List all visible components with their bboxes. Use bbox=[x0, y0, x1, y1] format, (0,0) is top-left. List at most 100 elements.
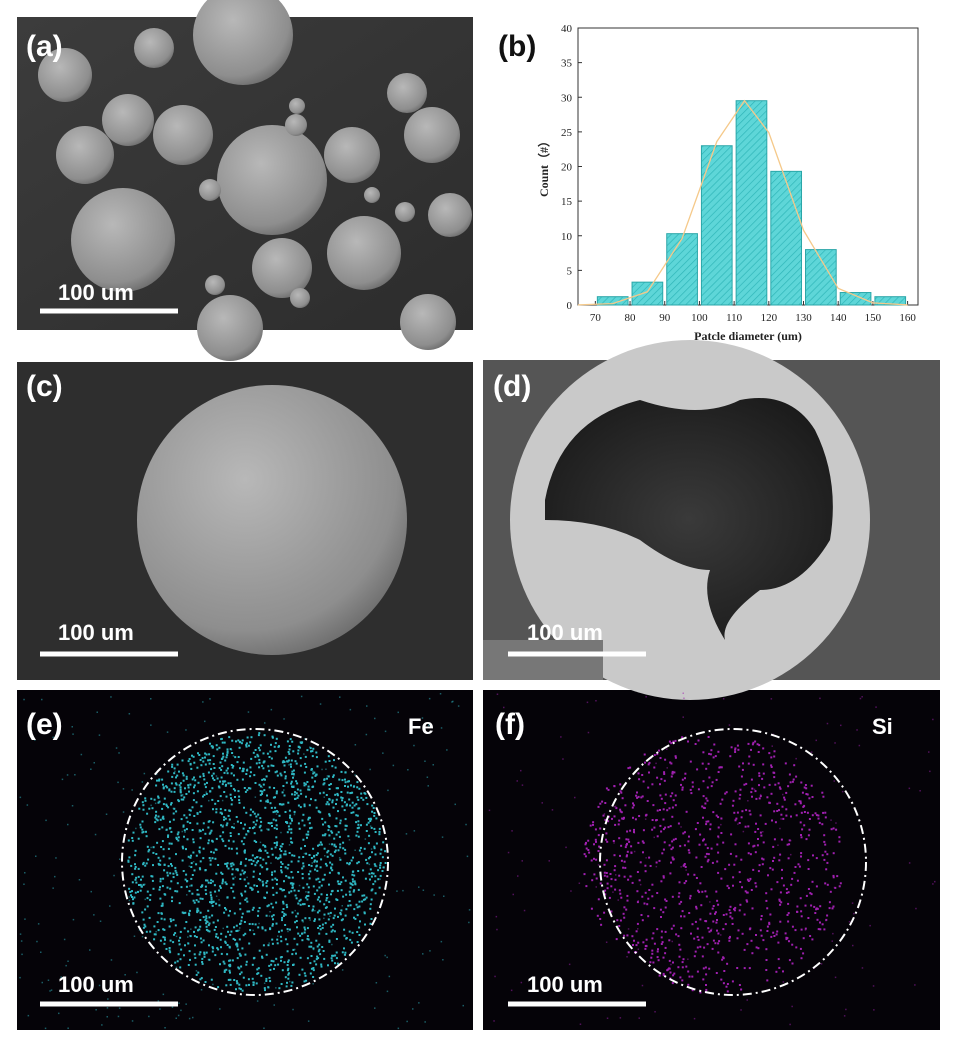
dot bbox=[173, 790, 176, 793]
dot bbox=[792, 778, 795, 781]
dot bbox=[322, 783, 325, 786]
eds-map-e bbox=[17, 690, 473, 1030]
dot bbox=[150, 724, 152, 726]
dot bbox=[290, 984, 293, 987]
dot bbox=[289, 763, 292, 766]
dot bbox=[626, 934, 629, 937]
dot bbox=[768, 783, 771, 786]
dot bbox=[749, 877, 752, 880]
dot bbox=[637, 948, 640, 950]
dot bbox=[714, 911, 717, 914]
dot bbox=[370, 918, 373, 920]
dot bbox=[387, 789, 389, 792]
dot bbox=[130, 864, 133, 867]
dot bbox=[262, 783, 265, 786]
dot bbox=[740, 1009, 742, 1011]
dot bbox=[133, 896, 136, 899]
dot bbox=[135, 827, 137, 830]
dot bbox=[739, 903, 742, 906]
dot bbox=[183, 927, 186, 930]
dot bbox=[799, 802, 802, 805]
dot bbox=[742, 830, 745, 833]
dot bbox=[271, 942, 274, 945]
dot bbox=[242, 976, 245, 979]
dot bbox=[235, 924, 238, 927]
dot bbox=[252, 984, 255, 986]
y-tick-label: 20 bbox=[561, 162, 573, 174]
dot bbox=[334, 962, 336, 965]
dot bbox=[773, 755, 776, 758]
dot bbox=[488, 809, 491, 812]
dot bbox=[826, 914, 829, 917]
dot bbox=[274, 810, 277, 813]
dot bbox=[693, 937, 696, 940]
dot bbox=[199, 837, 202, 840]
dot bbox=[297, 752, 300, 755]
dot bbox=[466, 855, 469, 858]
dot bbox=[178, 944, 180, 946]
dot bbox=[194, 779, 197, 782]
dot bbox=[249, 766, 252, 769]
dot bbox=[204, 885, 207, 888]
dot bbox=[226, 865, 228, 868]
dot bbox=[673, 972, 676, 975]
dot bbox=[706, 799, 709, 802]
dot bbox=[357, 807, 360, 810]
dot bbox=[196, 766, 199, 769]
dot bbox=[699, 833, 702, 836]
sphere bbox=[285, 114, 307, 136]
element-label: Fe bbox=[408, 714, 434, 739]
dot bbox=[150, 804, 152, 807]
dot bbox=[292, 963, 295, 966]
dot bbox=[373, 845, 376, 848]
dot bbox=[753, 788, 756, 791]
dot bbox=[807, 868, 810, 870]
dot bbox=[785, 936, 788, 939]
dot bbox=[142, 918, 145, 921]
dot bbox=[93, 914, 95, 916]
dot bbox=[372, 883, 375, 886]
dot bbox=[712, 939, 715, 942]
dot bbox=[627, 878, 630, 881]
dot bbox=[141, 911, 144, 914]
dot bbox=[155, 814, 157, 817]
dot bbox=[222, 960, 225, 963]
dot bbox=[245, 833, 248, 836]
dot bbox=[284, 938, 287, 941]
dot bbox=[220, 871, 223, 874]
dot bbox=[443, 895, 445, 897]
dot bbox=[672, 924, 675, 927]
dot bbox=[179, 788, 182, 791]
dot bbox=[702, 978, 705, 981]
dot bbox=[339, 913, 342, 916]
dot bbox=[29, 728, 32, 730]
dot bbox=[146, 905, 149, 908]
dot bbox=[291, 773, 294, 776]
dot bbox=[173, 807, 176, 810]
dot bbox=[643, 902, 646, 905]
dot bbox=[197, 900, 200, 903]
dot bbox=[274, 796, 276, 799]
dot bbox=[599, 827, 602, 830]
dot bbox=[306, 836, 308, 839]
dot bbox=[248, 827, 251, 829]
dot bbox=[177, 839, 180, 842]
dot bbox=[203, 783, 206, 786]
dot bbox=[422, 889, 425, 891]
dot bbox=[805, 838, 808, 841]
dot bbox=[210, 896, 213, 899]
dot bbox=[180, 794, 183, 797]
dot bbox=[238, 987, 241, 990]
dot bbox=[334, 907, 336, 910]
dot bbox=[496, 928, 498, 931]
dot bbox=[305, 833, 308, 836]
dot bbox=[914, 984, 916, 986]
dot bbox=[357, 823, 360, 826]
dot bbox=[785, 791, 788, 794]
dot bbox=[221, 765, 224, 768]
dot bbox=[873, 722, 875, 724]
dot bbox=[730, 746, 733, 749]
dot bbox=[355, 903, 358, 906]
dot bbox=[354, 849, 356, 851]
dot bbox=[173, 767, 176, 770]
